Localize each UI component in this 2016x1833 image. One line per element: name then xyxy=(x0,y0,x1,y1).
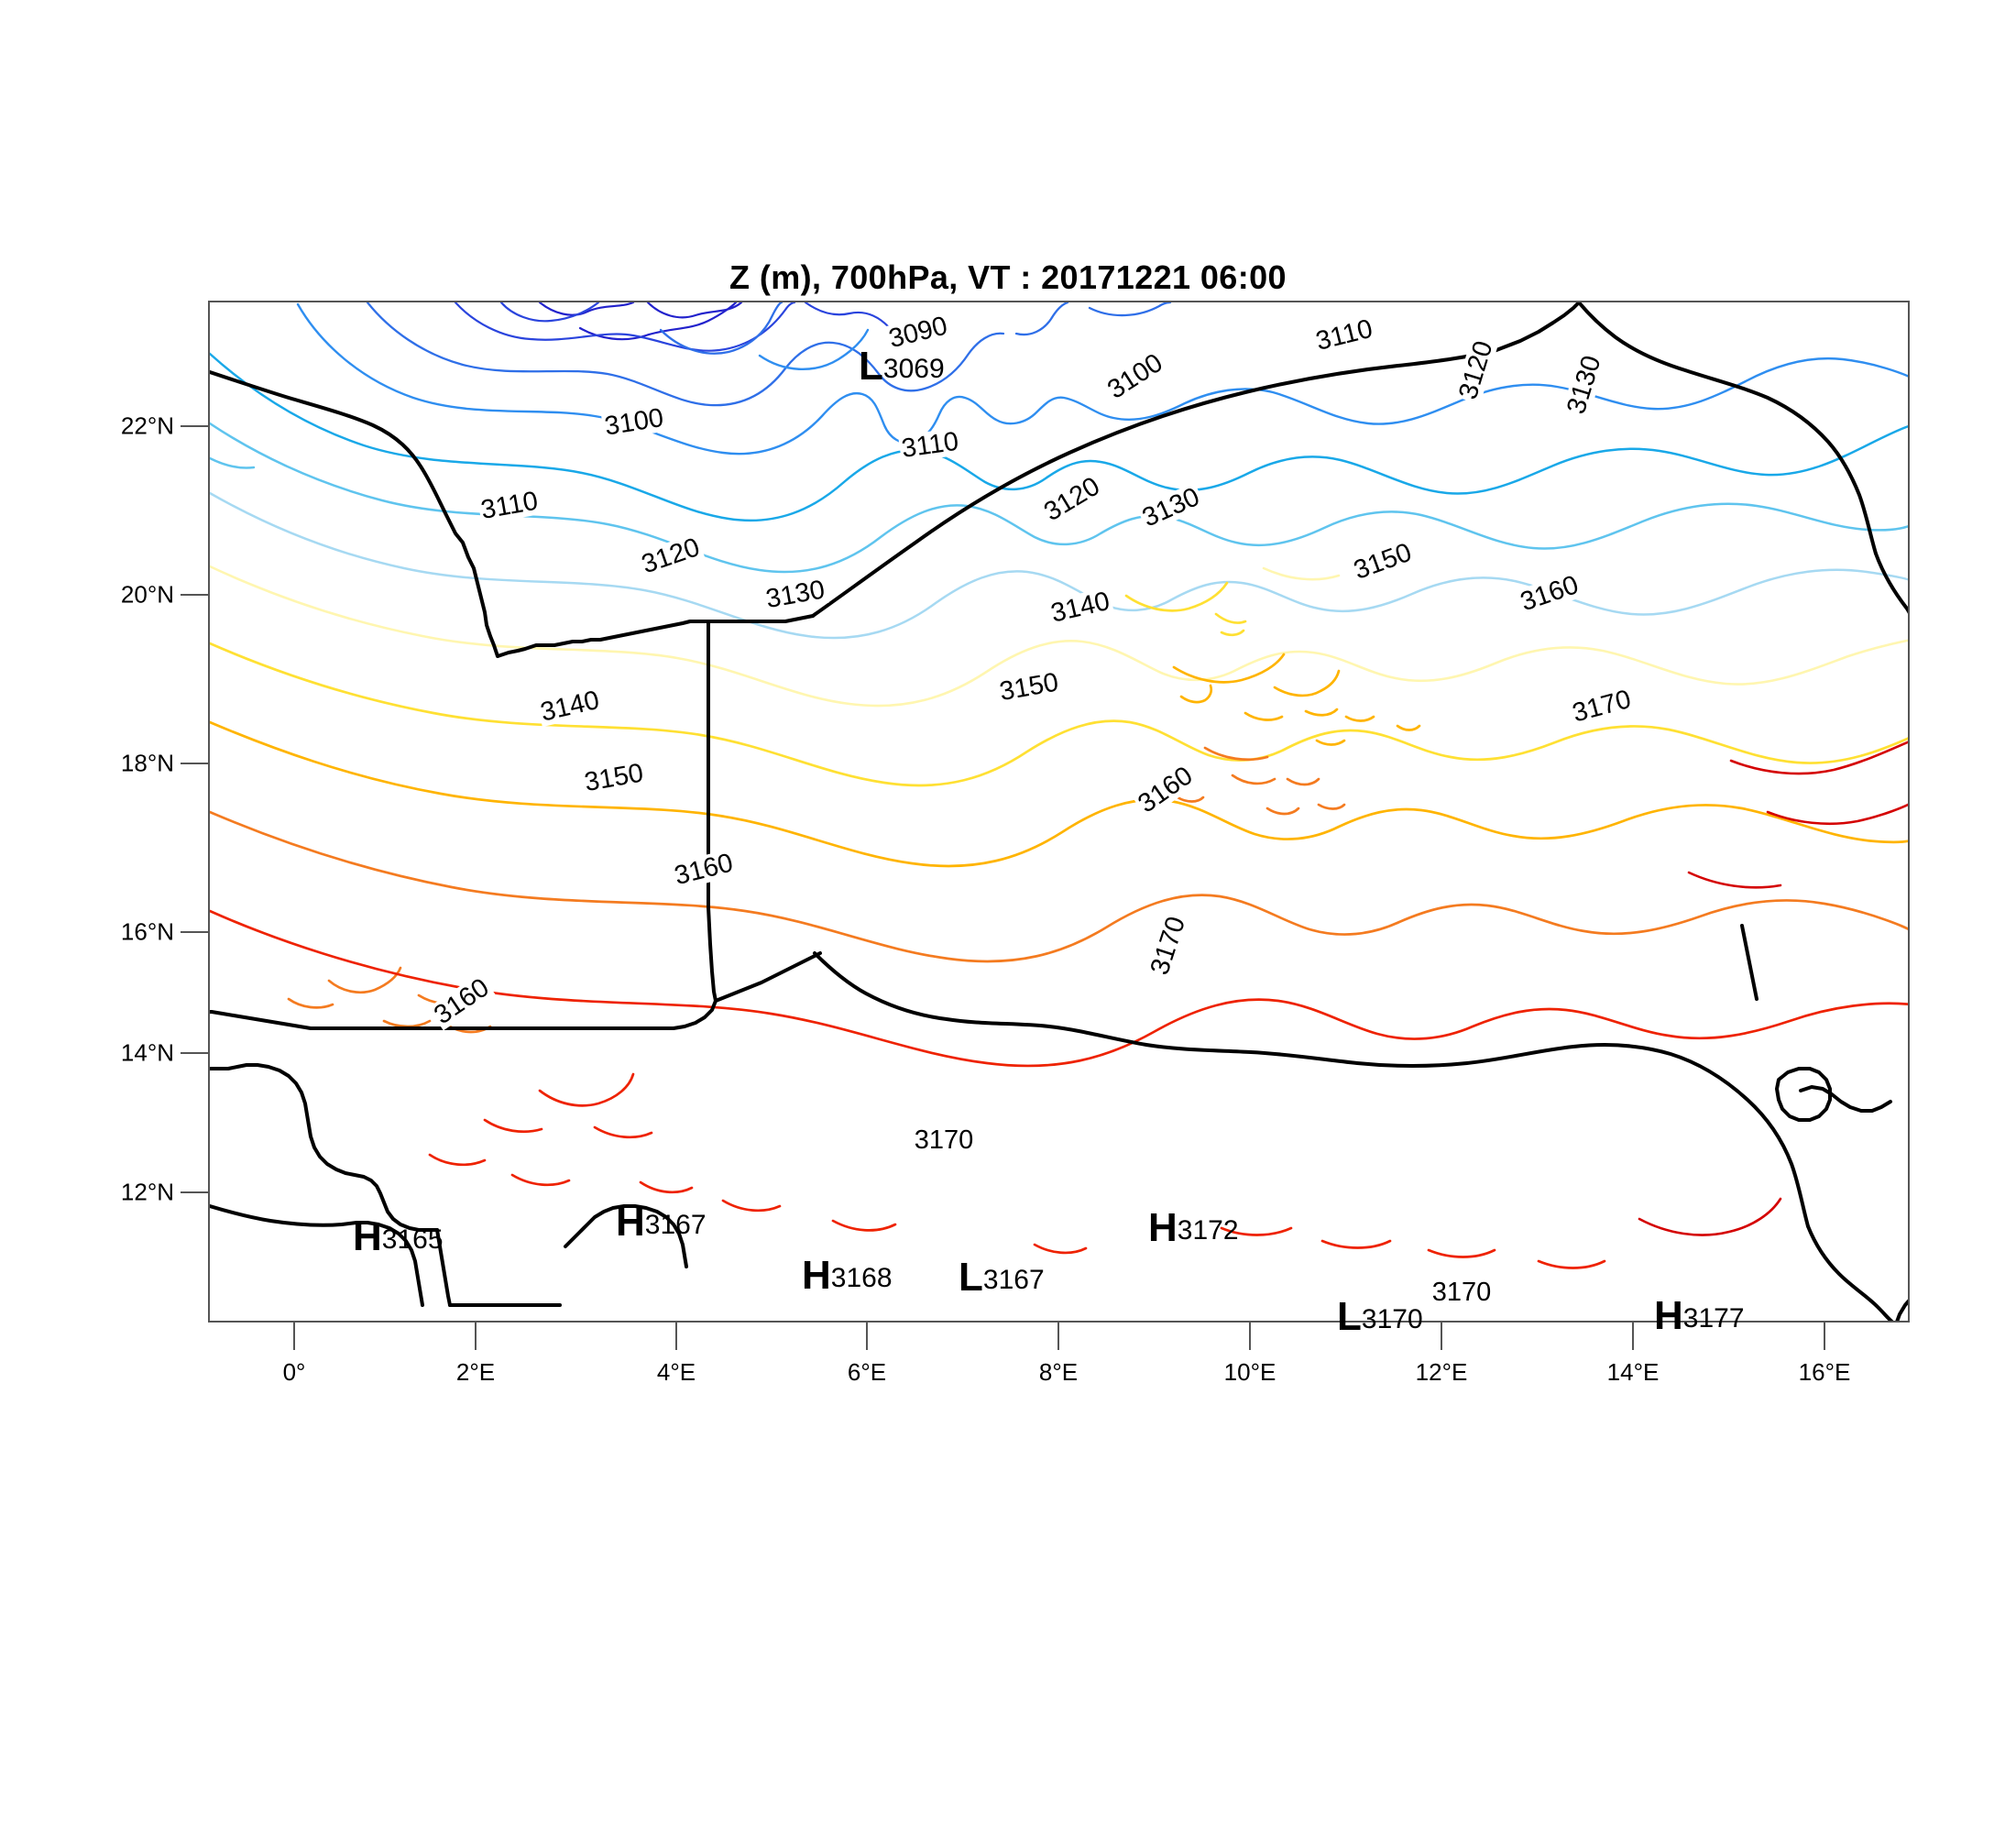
border-burkina-niger-east xyxy=(714,951,822,1003)
x-axis-label-4e: 4°E xyxy=(656,1358,696,1386)
extremum-type-letter: H xyxy=(616,1200,645,1245)
x-axis-label-8e: 8°E xyxy=(1038,1358,1079,1386)
extremum-value: 3177 xyxy=(1682,1303,1745,1334)
extremum-value: 3167 xyxy=(644,1210,707,1240)
y-axis-label-12n: 12°N xyxy=(120,1178,174,1206)
border-mali-niger-vertical xyxy=(707,620,718,1003)
extremum-type-letter: H xyxy=(1148,1205,1178,1250)
border-algeria-north xyxy=(210,370,499,658)
contour-level-3080 xyxy=(366,302,1172,407)
high-center-marker: H3167 xyxy=(616,1202,707,1243)
x-tick-14e xyxy=(1632,1323,1634,1350)
x-axis-label-0: 0° xyxy=(282,1358,306,1386)
contour-lines xyxy=(210,302,1908,1269)
border-chad-libya xyxy=(1874,552,1908,614)
border-mali-burkina xyxy=(210,999,718,1030)
high-center-marker: H3165 xyxy=(353,1217,444,1257)
border-nigeria-north xyxy=(813,951,1810,1228)
low-center-marker: L3069 xyxy=(859,346,945,387)
x-axis-label-10e: 10°E xyxy=(1223,1358,1276,1386)
contour-level-3150 xyxy=(210,653,1908,868)
lake-chad xyxy=(1775,1067,1832,1122)
border-niger-libya xyxy=(1577,302,1878,555)
extremum-value: 3167 xyxy=(982,1265,1045,1295)
border-niger-algeria xyxy=(811,302,1581,618)
high-center-marker: H3168 xyxy=(802,1256,893,1296)
x-axis-label-6e: 6°E xyxy=(847,1358,887,1386)
extremum-value: 3170 xyxy=(1361,1304,1423,1334)
y-tick-12n xyxy=(181,1191,208,1193)
y-axis-label-18n: 18°N xyxy=(120,749,174,777)
contour-label: 3170 xyxy=(1430,1277,1494,1307)
high-center-marker: H3172 xyxy=(1148,1208,1239,1248)
low-center-marker: L3170 xyxy=(1337,1297,1423,1337)
lake-chad-detail xyxy=(1799,1085,1892,1113)
extremum-value: 3069 xyxy=(882,354,945,384)
y-tick-14n xyxy=(181,1052,208,1054)
contour-level-3090 xyxy=(296,302,1908,456)
extremum-type-letter: L xyxy=(859,344,883,389)
x-tick-4e xyxy=(675,1323,677,1350)
extremum-type-letter: L xyxy=(1337,1294,1362,1339)
y-tick-20n xyxy=(181,594,208,596)
y-axis-label-20n: 20°N xyxy=(120,580,174,609)
contour-level-3100 xyxy=(210,352,1908,522)
x-axis-label-14e: 14°E xyxy=(1606,1358,1660,1386)
border-cameroon-nigeria xyxy=(1806,1224,1894,1321)
contour-level-3180 xyxy=(1638,741,1908,1236)
x-tick-10e xyxy=(1249,1323,1251,1350)
y-axis-label-16n: 16°N xyxy=(120,917,174,946)
border-chad-vertical xyxy=(1740,924,1759,1001)
x-axis-label-16e: 16°E xyxy=(1798,1358,1851,1386)
coastline-guinea-gulf xyxy=(210,1204,424,1307)
extremum-value: 3165 xyxy=(381,1224,444,1255)
x-tick-8e xyxy=(1057,1323,1059,1350)
contour-level-3110 xyxy=(210,422,1908,574)
x-axis-label-2e: 2°E xyxy=(455,1358,496,1386)
x-tick-6e xyxy=(866,1323,868,1350)
x-tick-12e xyxy=(1441,1323,1442,1350)
plot-area xyxy=(208,301,1910,1323)
page-title: Z (m), 700hPa, VT : 20171221 06:00 xyxy=(729,258,1287,296)
border-burkina-west xyxy=(435,1228,452,1307)
contour-plot-svg xyxy=(210,302,1908,1321)
extremum-type-letter: H xyxy=(1654,1293,1683,1338)
y-tick-22n xyxy=(181,425,208,427)
border-nigeria-benin xyxy=(564,1204,688,1268)
y-axis-label-22n: 22°N xyxy=(120,412,174,440)
contour-level-3140 xyxy=(210,581,1908,787)
contour-level-3170 xyxy=(210,909,1908,1269)
extremum-value: 3172 xyxy=(1177,1215,1239,1246)
border-mali-south xyxy=(210,1063,439,1232)
extremum-value: 3168 xyxy=(830,1263,893,1293)
x-axis-label-12e: 12°E xyxy=(1415,1358,1468,1386)
y-tick-16n xyxy=(181,931,208,933)
y-tick-18n xyxy=(181,763,208,764)
border-cameroon-chad xyxy=(1895,1299,1908,1321)
contour-level-3120 xyxy=(210,491,1908,640)
low-center-marker: L3167 xyxy=(959,1257,1045,1298)
high-center-marker: H3177 xyxy=(1654,1296,1745,1336)
border-mali-algeria xyxy=(496,614,815,658)
extremum-type-letter: H xyxy=(353,1214,382,1259)
contour-level-3130 xyxy=(210,565,1908,708)
x-tick-16e xyxy=(1824,1323,1825,1350)
extremum-type-letter: L xyxy=(959,1255,983,1300)
x-tick-0 xyxy=(293,1323,295,1350)
contour-level-3060 xyxy=(538,302,743,341)
x-tick-2e xyxy=(475,1323,477,1350)
contour-label: 3170 xyxy=(912,1125,976,1155)
extremum-type-letter: H xyxy=(802,1253,831,1298)
y-axis-label-14n: 14°N xyxy=(120,1038,174,1067)
